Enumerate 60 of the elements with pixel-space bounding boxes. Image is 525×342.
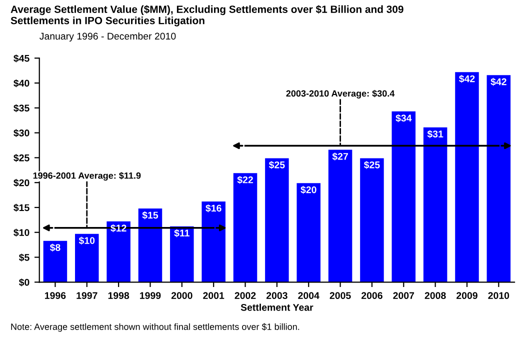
chart-subtitle: January 1996 - December 2010 [40, 32, 176, 42]
x-tick-label: 2008 [424, 292, 446, 300]
bar [138, 208, 162, 282]
bar [360, 158, 384, 282]
data-label: $16 [206, 204, 222, 212]
x-tick-label: 2002 [234, 292, 256, 300]
y-tick-label: $5 [18, 254, 30, 262]
data-label: $20 [300, 186, 316, 194]
x-tick-label: 2009 [456, 292, 478, 300]
y-tick-label: $35 [14, 104, 30, 112]
bar [328, 150, 352, 282]
y-tick-label: $20 [14, 178, 30, 187]
bar [392, 111, 416, 282]
x-tick-label: 2001 [203, 292, 224, 300]
bar [296, 183, 320, 282]
x-tick-label: 2003 [266, 292, 288, 300]
y-tick-label: $10 [14, 228, 30, 237]
data-label: $10 [78, 236, 95, 245]
data-label: $11 [174, 229, 190, 238]
y-tick-label: $25 [14, 154, 30, 162]
data-label: $8 [50, 244, 60, 252]
bar [75, 234, 99, 282]
annotation: 1996-2001 Average: $11.9 [33, 172, 141, 181]
data-label: $34 [396, 114, 412, 122]
y-tick-label: $45 [14, 54, 30, 62]
text: Note: Average settlement shown without final settlements over $1 billion. [11, 323, 300, 332]
data-label: $31 [427, 130, 444, 138]
data-label: $27 [332, 152, 348, 160]
bar [106, 221, 130, 282]
bar [265, 158, 289, 282]
chart-title: Average Settlement Value ($MM), Excluding Settlements over $1 Billion and 309 Settlements in IPO Securities Litigation [10, 5, 404, 26]
x-tick-label: 2004 [298, 292, 320, 300]
x-axis-title: Settlement Year [240, 304, 314, 311]
y-tick-label: $40 [14, 79, 30, 88]
x-tick-label: 2010 [488, 292, 510, 300]
data-label: $42 [490, 78, 506, 86]
y-tick-label: $15 [14, 204, 30, 212]
y-tick-label: $30 [14, 129, 30, 138]
annotation: 2003-2010 Average: $30.4 [286, 90, 395, 98]
x-tick-label: 1997 [76, 292, 98, 300]
y-tick-label: $0 [18, 278, 30, 286]
bar [486, 75, 511, 282]
x-tick-label: 1998 [108, 292, 130, 300]
bar [423, 127, 448, 282]
bar [233, 173, 258, 282]
data-label: $25 [268, 161, 285, 169]
x-tick-label: 2007 [393, 292, 414, 300]
data-label: $15 [142, 211, 158, 220]
x-tick-label: 2000 [171, 292, 192, 300]
bar [170, 226, 194, 282]
data-label: $42 [459, 74, 475, 83]
bar [202, 202, 226, 282]
x-tick-label: 2006 [361, 292, 382, 300]
bar [455, 72, 479, 282]
x-tick-label: 1999 [140, 292, 161, 300]
x-tick-label: 1996 [45, 292, 66, 300]
x-tick-label: 2005 [330, 292, 351, 300]
data-label: $22 [237, 176, 253, 184]
data-label: $25 [364, 161, 380, 169]
bar [43, 240, 68, 282]
